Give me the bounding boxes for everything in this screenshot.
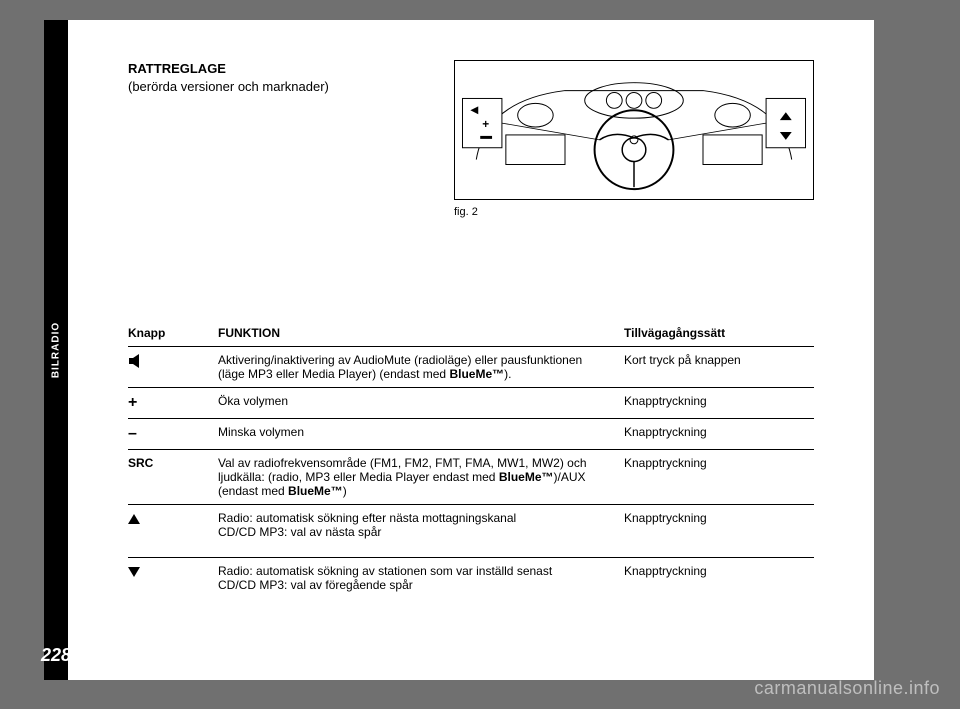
table-row: + Öka volymen Knapptryckning: [128, 388, 814, 419]
triangle-down-icon: [128, 567, 140, 577]
func-text: ).: [504, 367, 511, 381]
function-cell: Öka volymen: [218, 394, 624, 408]
watermark: carmanualsonline.info: [754, 678, 940, 699]
dashboard-illustration: +: [455, 61, 813, 199]
button-cell: [128, 353, 218, 368]
col-header-mode: Tillvägagångssätt: [624, 326, 814, 340]
figure-caption: fig. 2: [454, 206, 814, 218]
button-cell: –: [128, 425, 218, 443]
table-row: Aktivering/inaktivering av AudioMute (ra…: [128, 347, 814, 388]
mode-cell: Knapptryckning: [624, 564, 814, 578]
table-header-row: Knapp FUNKTION Tillvägagångssätt: [128, 320, 814, 347]
func-text: ): [343, 484, 347, 498]
button-cell: SRC: [128, 456, 218, 470]
figure-box: +: [454, 60, 814, 200]
function-cell: Val av radiofrekvensområde (FM1, FM2, FM…: [218, 456, 624, 498]
function-cell: Aktivering/inaktivering av AudioMute (ra…: [218, 353, 624, 381]
triangle-up-icon: [128, 514, 140, 524]
func-bold: BlueMe™: [449, 367, 504, 381]
table-row: Radio: automatisk sökning efter nästa mo…: [128, 505, 814, 558]
side-tab: BILRADIO 228: [44, 20, 68, 680]
section-label: BILRADIO: [51, 322, 62, 378]
heading-block: RATTREGLAGE (berörda versioner och markn…: [128, 60, 428, 95]
table-row: Radio: automatisk sökning av stationen s…: [128, 558, 814, 610]
svg-text:+: +: [482, 117, 489, 131]
col-header-function: FUNKTION: [218, 326, 624, 340]
button-cell: [128, 564, 218, 578]
mode-cell: Knapptryckning: [624, 394, 814, 408]
mode-cell: Kort tryck på knappen: [624, 353, 814, 367]
col-header-button: Knapp: [128, 326, 218, 340]
mode-cell: Knapptryckning: [624, 425, 814, 439]
mute-icon: [128, 354, 144, 368]
controls-table: Knapp FUNKTION Tillvägagångssätt Aktiver…: [128, 320, 814, 610]
button-cell: +: [128, 394, 218, 412]
page-content: RATTREGLAGE (berörda versioner och markn…: [68, 20, 874, 680]
func-bold: BlueMe™: [499, 470, 554, 484]
heading-subtitle: (berörda versioner och marknader): [128, 78, 428, 96]
mode-cell: Knapptryckning: [624, 456, 814, 470]
mode-cell: Knapptryckning: [624, 511, 814, 525]
page-number: 228: [41, 645, 71, 666]
function-cell: Radio: automatisk sökning efter nästa mo…: [218, 511, 624, 539]
func-text: Aktivering/inaktivering av AudioMute (ra…: [218, 353, 582, 381]
func-bold: BlueMe™: [288, 484, 343, 498]
button-cell: [128, 511, 218, 525]
function-cell: Minska volymen: [218, 425, 624, 439]
heading-title: RATTREGLAGE: [128, 60, 428, 78]
table-row: – Minska volymen Knapptryckning: [128, 419, 814, 450]
table-row: SRC Val av radiofrekvensområde (FM1, FM2…: [128, 450, 814, 505]
function-cell: Radio: automatisk sökning av stationen s…: [218, 564, 624, 592]
